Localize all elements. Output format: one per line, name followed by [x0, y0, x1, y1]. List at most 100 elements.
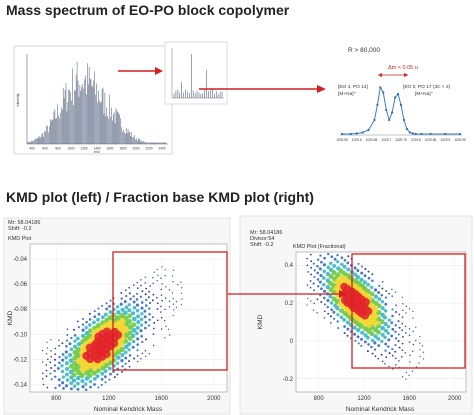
kmd-bubble	[49, 361, 52, 364]
fractional-gridlines	[296, 252, 466, 392]
kmd-bubble	[54, 358, 57, 361]
kmd-bubble	[139, 329, 143, 333]
kmd-bubble	[61, 353, 65, 356]
kmd-bubble	[160, 288, 162, 291]
kmd-bubble	[84, 376, 90, 381]
delta-mass-label: Δm < 0.05 u	[388, 65, 418, 71]
kmd-bubble	[171, 292, 174, 294]
kmd-bubble	[405, 305, 408, 308]
isotope-x-tick-label: 1029.8	[411, 138, 421, 142]
kmd-bubble	[107, 360, 114, 366]
kmd-bubble	[76, 387, 80, 391]
kmd-bubble	[168, 300, 171, 302]
kmd-bubble	[339, 308, 344, 314]
kmd-bubble	[165, 286, 167, 288]
kmd-bubble	[148, 290, 151, 293]
kmd-bubble	[50, 350, 52, 352]
kmd-bubble	[165, 325, 167, 328]
isotope-data-point	[385, 108, 388, 112]
kmd-bubble	[346, 327, 350, 331]
kmd-bubble	[50, 378, 53, 381]
kmd-bubble	[408, 374, 410, 376]
kmd-bubble	[53, 369, 56, 373]
y-tick-label: -0.14	[13, 382, 27, 388]
kmd-bubble	[76, 341, 82, 347]
kmd-bubble	[419, 335, 421, 338]
kmd-bubble	[391, 295, 393, 297]
fractional-highlight-box	[351, 253, 466, 369]
spectrum-x-tick-label: 800	[55, 147, 61, 151]
delta-arrow-left-head	[378, 73, 382, 77]
kmd-bubble	[313, 302, 315, 305]
kmd-bubble	[171, 275, 174, 277]
kmd-bubble	[385, 290, 388, 292]
y-tick-label: 0.2	[285, 301, 294, 307]
y-tick-label: 0	[290, 339, 294, 345]
isotope-data-point	[458, 132, 462, 136]
isotope-data-point	[373, 118, 376, 122]
kmd-bubble	[330, 308, 334, 312]
kmd-bubble	[167, 328, 170, 331]
kmd-bubble	[380, 353, 383, 356]
kmd-bubble	[95, 374, 100, 379]
kmd-header-line1: Mr: 58.04186	[8, 220, 40, 226]
y-tick-label: -0.2	[283, 377, 294, 383]
kmd-bubble	[331, 270, 337, 275]
kmd-bubble	[380, 306, 385, 311]
kmd-bubble	[156, 280, 158, 282]
kmd-bubble	[140, 279, 142, 281]
kmd-bubble	[408, 341, 411, 343]
kmd-bubble	[144, 320, 148, 324]
kmd-bubble	[323, 296, 326, 300]
kmd-bubble	[168, 306, 171, 308]
kmd-bubble	[342, 264, 347, 269]
kmd-bubble	[380, 312, 385, 318]
kmd-bubble	[136, 287, 139, 289]
kmd-bubble	[108, 310, 113, 314]
kmd-bubble	[132, 295, 135, 298]
kmd-bubble	[151, 299, 154, 302]
kmd-bubble	[316, 278, 320, 281]
arrow-to-cluster-head	[317, 85, 326, 93]
kmd-bubble	[310, 266, 313, 269]
kmd-bubble	[180, 281, 182, 283]
kmd-bubble	[412, 330, 414, 333]
kmd-bubble	[121, 370, 123, 373]
kmd-bubble	[64, 355, 68, 360]
fractional-y-axis-label: KMD	[257, 314, 264, 329]
kmd-bubble	[87, 328, 93, 334]
kmd-bubble	[136, 349, 139, 352]
kmd-bubble	[388, 292, 390, 295]
kmd-bubble	[140, 358, 142, 360]
kmd-bubble	[323, 303, 326, 306]
kmd-bubble	[412, 310, 414, 313]
isotope-data-point	[402, 118, 406, 122]
kmd-bubble	[366, 282, 370, 287]
zoom-spectrum-chart	[164, 41, 228, 105]
kmd-bubble	[390, 321, 394, 324]
kmd-bubble	[384, 296, 388, 299]
kmd-bubble	[161, 266, 163, 268]
kmd-y-tick-labels: -0.04 -0.06 -0.08 -0.10 -0.12 -0.14	[13, 257, 27, 388]
kmd-bubble	[387, 318, 391, 322]
kmd-bubble	[394, 337, 398, 340]
kmd-bubble	[418, 362, 420, 364]
kmd-bubble	[120, 297, 123, 300]
kmd-bubble	[116, 310, 121, 315]
spectrum-x-tick-label: 1000	[67, 147, 74, 151]
kmd-bubble	[76, 369, 82, 376]
kmd-bubble	[378, 284, 381, 287]
kmd-bubble	[46, 386, 49, 389]
kmd-bubble	[148, 318, 151, 321]
kmd-bubble	[401, 342, 404, 345]
kmd-bubble	[156, 302, 159, 305]
kmd-bubble	[69, 347, 74, 352]
kmd-bubble	[380, 332, 385, 337]
isotope-data-point	[405, 127, 408, 131]
kmd-bubble	[119, 302, 123, 306]
kmd-bubble	[41, 349, 44, 352]
kmd-bubble	[141, 352, 144, 355]
kmd-bubble	[371, 352, 374, 355]
kmd-bubble	[68, 358, 74, 363]
